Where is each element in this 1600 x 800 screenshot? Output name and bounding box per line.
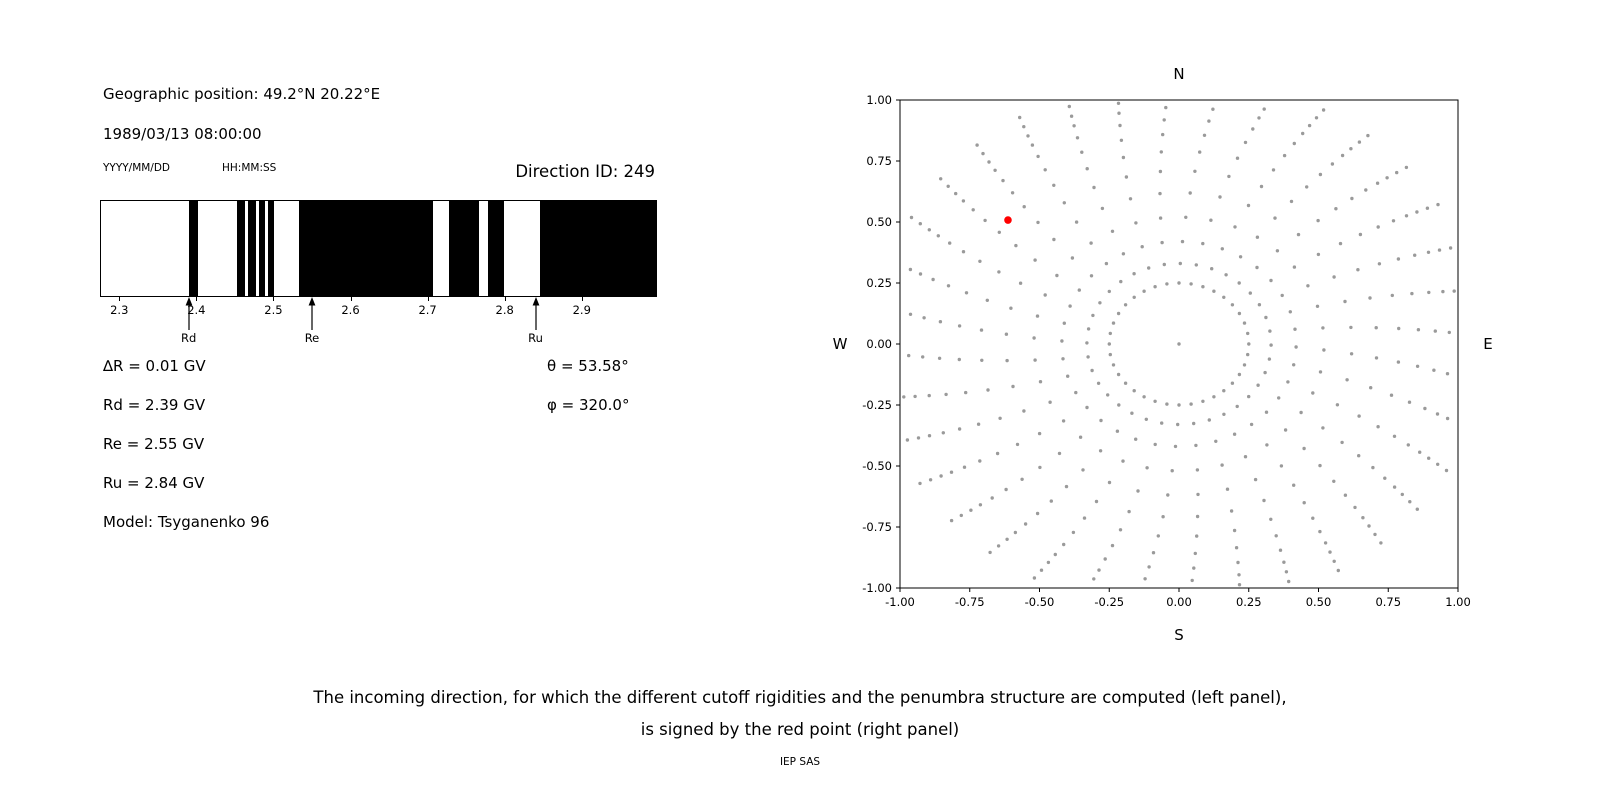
theta-value: θ = 53.58° [547, 357, 629, 375]
y-axis-tick-label: -0.75 [862, 520, 892, 534]
rigidity-axis-tick-label: 2.8 [495, 303, 514, 317]
rigidity-axis-tick [119, 297, 121, 301]
phi-value: φ = 320.0° [547, 396, 630, 414]
direction-label-north: N [1173, 65, 1184, 83]
date-format-label: YYYY/MM/DD [103, 162, 171, 174]
x-axis-tick-label: -0.50 [1025, 595, 1055, 609]
cutoff-arrow-re-icon [308, 297, 316, 330]
rigidity-axis-tick [504, 297, 506, 301]
x-axis-tick-label: -1.00 [885, 595, 915, 609]
x-axis-tick-label: -0.75 [955, 595, 985, 609]
penumbra-band [267, 201, 275, 296]
y-axis-tick-label: 1.00 [866, 93, 892, 107]
y-axis-tick-label: -1.00 [862, 581, 892, 595]
y-axis-tick-label: 0.50 [866, 215, 892, 229]
rigidity-axis-tick-label: 2.3 [110, 303, 129, 317]
penumbra-band [487, 201, 505, 296]
x-axis-tick-label: 0.50 [1306, 595, 1332, 609]
x-axis-tick-label: 0.00 [1166, 595, 1192, 609]
ru-value: Ru = 2.84 GV [103, 474, 205, 492]
rigidity-axis-tick-label: 2.9 [572, 303, 591, 317]
penumbra-chart: 2.3 2.4 2.5 2.6 2.7 2.8 2.9 Rd Re Ru [100, 200, 657, 350]
penumbra-band [248, 201, 256, 296]
direction-scatter-chart: -1.00 -0.75 -0.50 -0.25 0.00 0.25 0.50 0.75 1.00… [833, 65, 1493, 644]
cutoff-marker-label-re: Re [304, 331, 320, 345]
y-axis-tick-label: -0.25 [862, 398, 892, 412]
x-axis-tick-label: 0.25 [1236, 595, 1262, 609]
cutoff-arrow-ru-icon [532, 297, 539, 330]
selected-direction-point [1004, 216, 1012, 224]
y-axis-tick-label: -0.50 [862, 459, 892, 473]
rigidity-axis-tick [196, 297, 198, 301]
rigidity-axis-tick-label: 2.4 [187, 303, 206, 317]
rigidity-axis-tick-label: 2.6 [341, 303, 360, 317]
direction-grid-dots [902, 101, 1456, 587]
penumbra-band [540, 201, 656, 296]
cutoff-arrow-rd-icon [185, 297, 193, 330]
rigidity-axis-tick [427, 297, 429, 301]
cutoff-marker-label-ru: Ru [528, 331, 543, 345]
direction-label-east: E [1483, 335, 1492, 353]
model-label: Model: Tsyganenko 96 [103, 513, 270, 531]
rigidity-axis-tick [350, 297, 352, 301]
penumbra-plot-area [100, 200, 657, 297]
rigidity-axis-tick-label: 2.7 [418, 303, 437, 317]
y-axis-tick-label: 0.75 [866, 154, 892, 168]
direction-label-west: W [833, 335, 848, 353]
penumbra-band [448, 201, 479, 296]
x-axis-tick-label: -0.25 [1094, 595, 1124, 609]
datetime: 1989/03/13 08:00:00 [103, 125, 262, 143]
re-value: Re = 2.55 GV [103, 435, 205, 453]
credit-label: IEP SAS [779, 756, 821, 768]
penumbra-band [259, 201, 266, 296]
rd-value: Rd = 2.39 GV [103, 396, 206, 414]
caption-line2: is signed by the red point (right panel) [640, 720, 960, 739]
penumbra-band [237, 201, 246, 296]
y-axis-tick-label: 0.25 [866, 276, 892, 290]
caption-line1: The incoming direction, for which the di… [313, 688, 1287, 707]
penumbra-band [299, 201, 434, 296]
rigidity-axis-tick [273, 297, 275, 301]
direction-id: Direction ID: 249 [515, 162, 655, 181]
cutoff-marker-label-rd: Rd [180, 331, 197, 345]
penumbra-band [188, 201, 199, 296]
time-format-label: HH:MM:SS [222, 162, 277, 174]
y-axis-tick-label: 0.00 [866, 337, 892, 351]
direction-label-south: S [1174, 626, 1184, 644]
rigidity-axis-tick-label: 2.5 [264, 303, 283, 317]
x-axis-tick-label: 0.75 [1375, 595, 1401, 609]
rigidity-axis-tick [581, 297, 583, 301]
x-axis-tick-label: 1.00 [1445, 595, 1471, 609]
delta-r-value: ∆R = 0.01 GV [103, 357, 206, 375]
geographic-position: Geographic position: 49.2°N 20.22°E [103, 85, 381, 103]
